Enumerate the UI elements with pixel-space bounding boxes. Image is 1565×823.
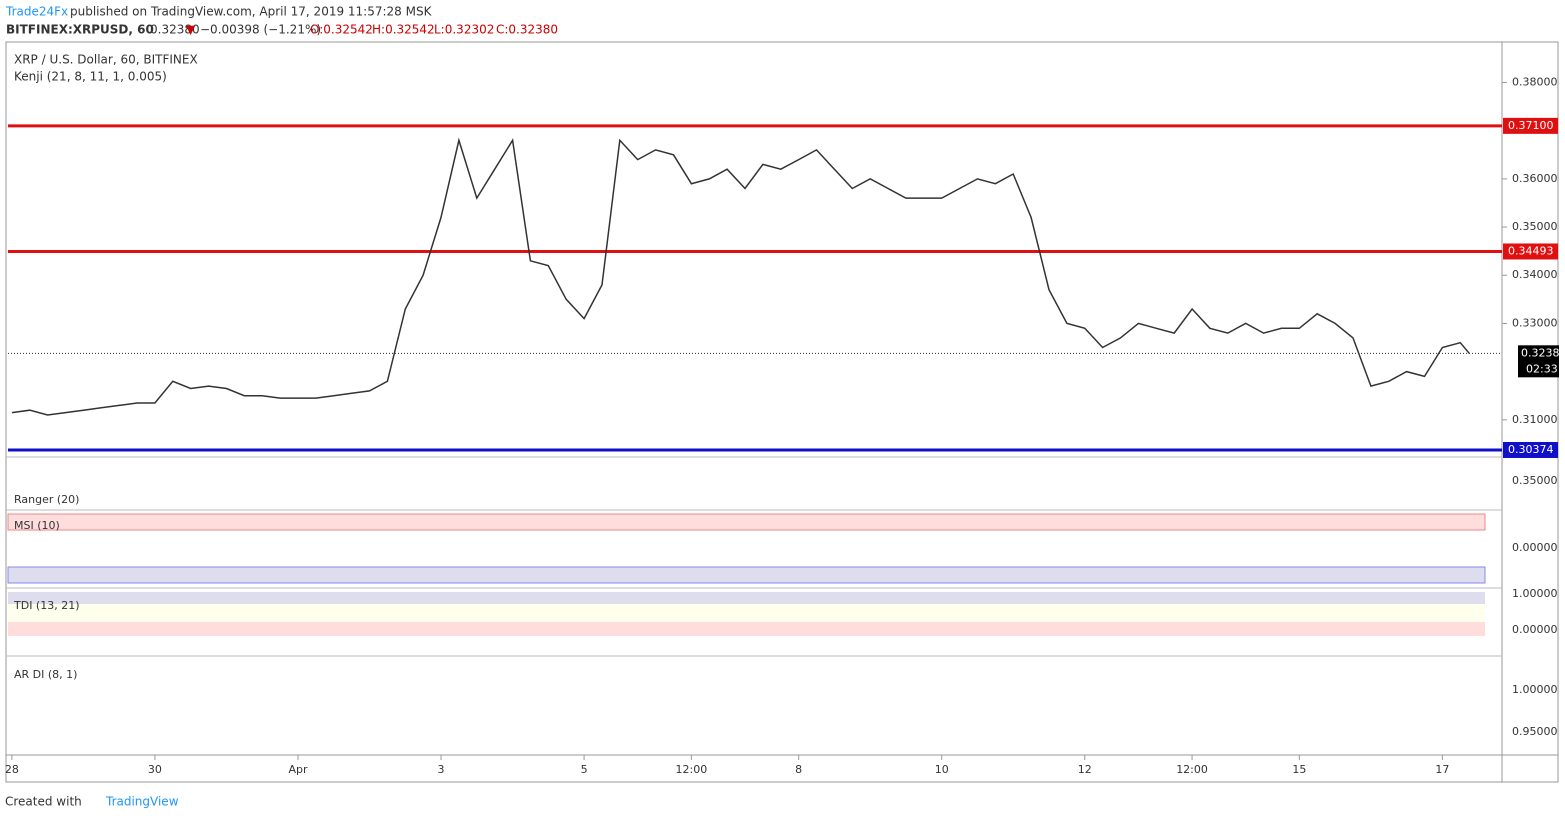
pane-tick-label: 0.35000 <box>1512 474 1558 487</box>
x-tick-label: 15 <box>1292 763 1306 776</box>
pane-title: Ranger (20) <box>14 493 79 506</box>
level-label-box <box>1503 117 1558 134</box>
pane-tick-label: 0.95000 <box>1512 725 1558 738</box>
pane-tick-label: 1.00000 <box>1512 683 1558 696</box>
pane-title: TDI (13, 21) <box>13 599 80 612</box>
x-tick-label: 12 <box>1078 763 1092 776</box>
pane-title: MSI (10) <box>14 519 60 532</box>
pane-tick-label: 0.00000 <box>1512 623 1558 636</box>
tdi-band-bottom <box>8 622 1485 636</box>
y-tick-label: 0.33000 <box>1512 316 1558 329</box>
last-price-box <box>1518 345 1559 378</box>
y-tick-label: 0.34000 <box>1512 268 1558 281</box>
x-tick-label: 12:00 <box>1176 763 1208 776</box>
x-tick-label: 17 <box>1435 763 1449 776</box>
change: −0.00398 (−1.21%) <box>200 23 321 37</box>
x-tick-label: Apr <box>288 763 308 776</box>
low: L:0.32302 <box>434 23 494 37</box>
pane-tick-label: 1.00000 <box>1512 587 1558 600</box>
x-tick-label: 28 <box>5 763 19 776</box>
last: 0.32380 <box>150 23 200 37</box>
x-tick-label: 8 <box>795 763 802 776</box>
price-line <box>11 137 1470 416</box>
pane-tick-label: 0.00000 <box>1512 541 1558 554</box>
y-tick-label: 0.36000 <box>1512 172 1558 185</box>
pane-title: AR DI (8, 1) <box>14 668 77 681</box>
countdown: 02:33 <box>1526 362 1558 375</box>
level-label: 0.30374 <box>1508 443 1554 456</box>
arrow: ▼ <box>186 23 196 37</box>
tdi-band-mid <box>8 604 1485 622</box>
level-label-box <box>1503 441 1558 458</box>
published: published on TradingView.com, April 17, … <box>70 5 433 19</box>
last-price-label: 0.32380 <box>1521 346 1565 359</box>
brand[interactable]: Trade24Fx <box>5 5 68 19</box>
frame <box>5 41 1559 783</box>
y-tick-label: 0.31000 <box>1512 413 1558 426</box>
y-tick-label: 0.35000 <box>1512 220 1558 233</box>
level-label-box <box>1503 243 1558 260</box>
y-tick-label: 0.38000 <box>1512 75 1558 88</box>
msi-band-bottom <box>7 566 1486 584</box>
footer-created: Created with <box>5 795 82 809</box>
chart-title: XRP / U.S. Dollar, 60, BITFINEX <box>14 53 198 67</box>
high: H:0.32542 <box>372 23 435 37</box>
symbol: BITFINEX:XRPUSD, 60 <box>6 23 154 37</box>
msi-band-top <box>7 513 1486 531</box>
x-tick-label: 30 <box>148 763 162 776</box>
open: O:0.32542 <box>310 23 373 37</box>
x-tick-label: 12:00 <box>676 763 708 776</box>
footer-logo[interactable]: TradingView <box>105 795 179 809</box>
level-label: 0.37100 <box>1508 119 1554 132</box>
x-tick-label: 3 <box>438 763 445 776</box>
x-tick-label: 10 <box>935 763 949 776</box>
tdi-band-top <box>8 592 1485 604</box>
x-tick-label: 5 <box>581 763 588 776</box>
subtitle: Kenji (21, 8, 11, 1, 0.005) <box>14 70 167 84</box>
close: C:0.32380 <box>496 23 558 37</box>
level-label: 0.34493 <box>1508 244 1554 257</box>
